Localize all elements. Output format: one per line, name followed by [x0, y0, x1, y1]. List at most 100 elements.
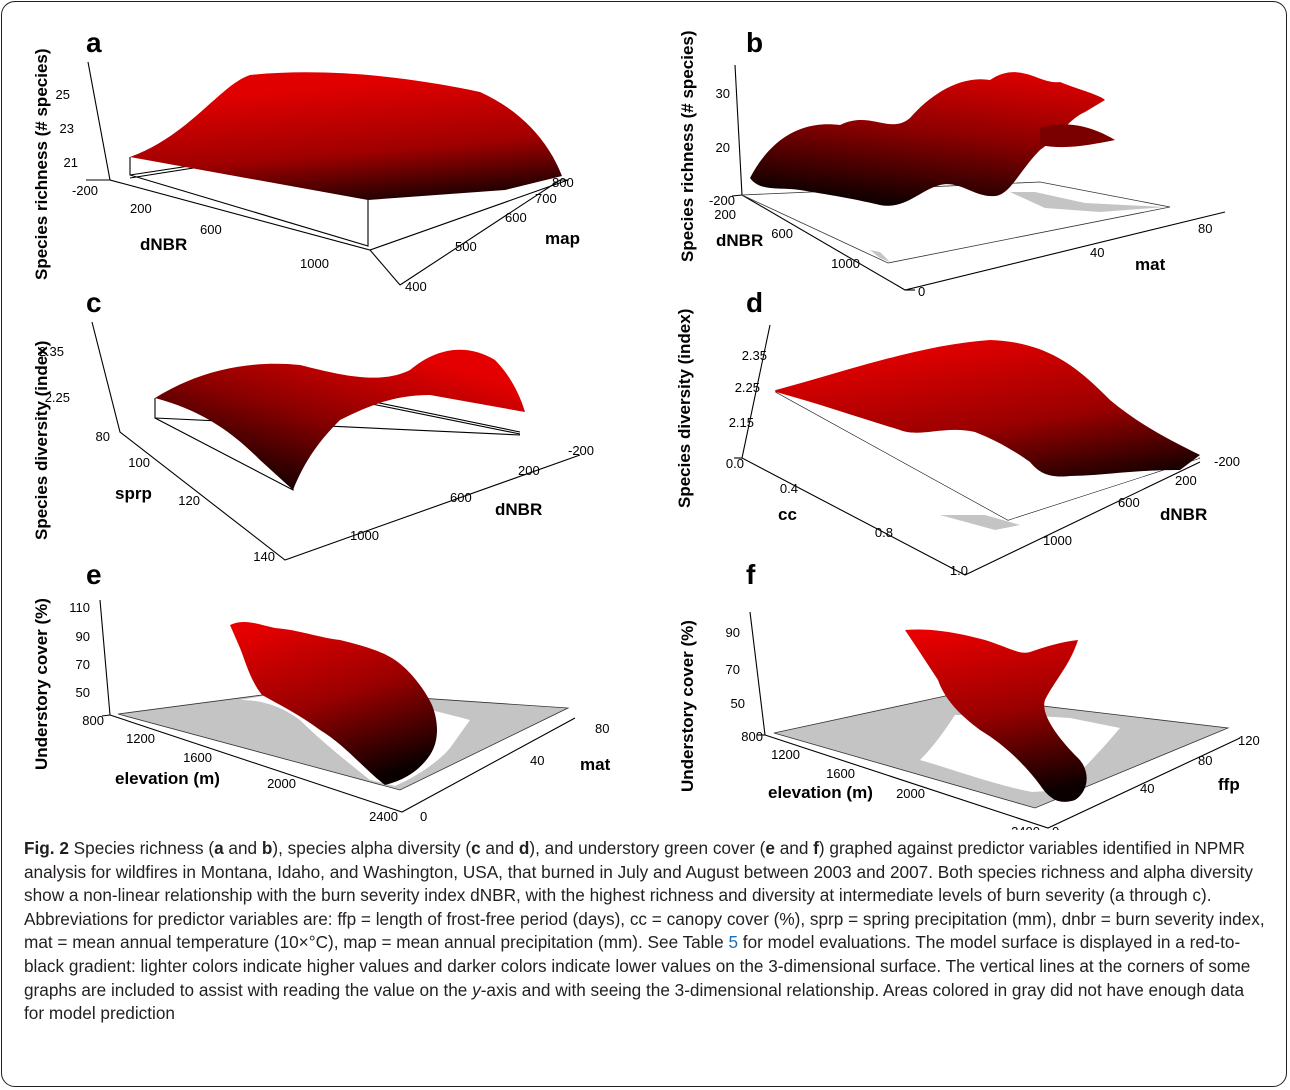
panel-label: c	[86, 287, 102, 318]
x-tick: 2400	[1011, 824, 1040, 830]
z-tick: 110	[69, 600, 90, 615]
y-tick: 700	[535, 191, 557, 206]
z-tick: 2.25	[45, 390, 70, 405]
z-tick: 70	[76, 657, 90, 672]
y-tick: 800	[552, 175, 574, 190]
z-tick: 30	[716, 86, 730, 101]
caption-text: ) graphed against predictor variables id…	[24, 838, 1265, 953]
x-tick: 0.8	[875, 525, 893, 540]
caption-text: Species richness (	[68, 838, 215, 858]
base-plane	[741, 181, 1171, 264]
y-axis-label: dNBR	[1160, 505, 1207, 524]
caption-panel-ref: a	[214, 838, 224, 858]
caption-text: ), and understory green cover (	[529, 838, 766, 858]
y-tick: 0	[918, 284, 925, 299]
z-tick: 90	[76, 629, 90, 644]
model-surface	[230, 621, 437, 785]
z-axis-label: Species richness (# species)	[32, 48, 51, 280]
y-tick: 600	[1118, 495, 1140, 510]
figure-caption: Fig. 2 Species richness (a and b), speci…	[24, 837, 1266, 1026]
x-tick: 1000	[300, 256, 329, 271]
x-tick: 200	[714, 207, 736, 222]
model-surface	[130, 72, 562, 200]
x-tick: 140	[253, 549, 275, 564]
x-tick: 0.0	[726, 456, 744, 471]
y-tick: 40	[1140, 781, 1154, 796]
axis-lines	[749, 611, 1241, 829]
x-tick: 80	[96, 429, 110, 444]
x-tick: 1200	[126, 731, 155, 746]
y-tick: 200	[1175, 473, 1197, 488]
y-tick: 40	[530, 753, 544, 768]
caption-panel-ref: c	[471, 838, 481, 858]
x-tick: 100	[128, 455, 150, 470]
y-axis-label: map	[545, 229, 580, 248]
model-surface	[776, 340, 1200, 477]
panel-c: c Species diversity (index) 2.35 2.25 80…	[32, 287, 594, 564]
caption-panel-ref: b	[261, 838, 273, 858]
x-tick: 600	[200, 222, 222, 237]
no-data-area	[1010, 192, 1165, 212]
z-tick: 2.15	[729, 415, 754, 430]
y-tick: 80	[1198, 221, 1212, 236]
x-axis-label: dNBR	[140, 235, 187, 254]
caption-text: -axis and with seeing the 3-dimensional …	[24, 979, 1245, 1024]
y-tick: 400	[405, 279, 427, 294]
y-axis-label: dNBR	[495, 500, 542, 519]
caption-text: and	[223, 838, 262, 858]
x-axis-label: elevation (m)	[768, 783, 873, 802]
y-tick: 0	[1052, 824, 1059, 830]
caption-text: and	[774, 838, 814, 858]
x-axis-label: dNBR	[716, 231, 763, 250]
axis-lines	[741, 324, 1201, 576]
panel-label: e	[86, 559, 102, 590]
axis-lines	[87, 61, 569, 251]
y-tick: 0	[420, 809, 427, 824]
x-tick: 2000	[267, 776, 296, 791]
y-tick: 120	[1238, 733, 1260, 748]
panel-e: e Understory cover (%) 110 90 70 50 800 …	[32, 559, 611, 824]
table-link[interactable]: 5	[728, 932, 739, 953]
y-tick: 600	[450, 490, 472, 505]
z-tick: 50	[76, 685, 90, 700]
x-tick: 1000	[831, 256, 860, 271]
z-tick: 2.35	[742, 348, 767, 363]
x-tick: -200	[709, 193, 735, 208]
x-tick: 1600	[826, 766, 855, 781]
z-axis-label: Understory cover (%)	[32, 598, 51, 770]
z-axis-label: Species richness (# species)	[678, 30, 697, 262]
figure-panels: a Species richness (# species) 25 23 21 …	[32, 27, 1260, 830]
y-tick: -200	[568, 443, 594, 458]
y-tick: 600	[505, 210, 527, 225]
model-surface	[155, 349, 525, 490]
x-tick: 1600	[183, 750, 212, 765]
x-tick: 1200	[771, 747, 800, 762]
panel-f: f Understory cover (%) 90 70 50 800 1200…	[678, 559, 1260, 830]
axis-lines	[734, 64, 1226, 291]
y-tick: 1000	[1043, 533, 1072, 548]
surface-frame	[129, 157, 369, 247]
y-tick: -200	[1214, 454, 1240, 469]
panel-label: b	[746, 27, 763, 58]
y-tick: 1000	[350, 528, 379, 543]
z-axis-label: Understory cover (%)	[678, 620, 697, 792]
x-tick: 0.4	[780, 481, 798, 496]
y-axis-label: mat	[580, 755, 611, 774]
figure-label: Fig. 2	[24, 838, 69, 858]
x-axis-label: sprp	[115, 484, 152, 503]
panel-a: a Species richness (# species) 25 23 21 …	[32, 27, 580, 294]
y-tick: 500	[455, 239, 477, 254]
caption-italic: y	[472, 979, 481, 1000]
panel-label: a	[86, 27, 102, 58]
model-surface	[750, 72, 1105, 206]
x-tick: 800	[741, 729, 763, 744]
y-tick: 80	[1198, 753, 1212, 768]
z-tick: 21	[64, 155, 78, 170]
y-axis-label: mat	[1135, 255, 1166, 274]
panel-d: d Species diversity (index) 2.35 2.25 2.…	[675, 287, 1240, 578]
caption-panel-ref: f	[813, 838, 819, 858]
panel-label: f	[746, 559, 756, 590]
z-tick: 25	[56, 87, 70, 102]
panel-b: b Species richness (# species) 30 20 -20…	[678, 27, 1226, 299]
